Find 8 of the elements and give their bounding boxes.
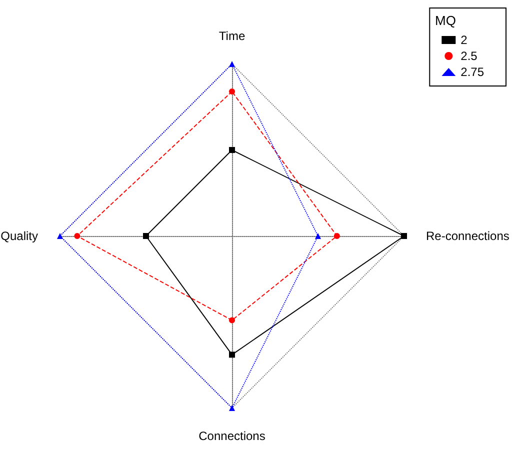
legend-label: 2.75 xyxy=(460,65,484,79)
legend-title: MQ xyxy=(435,13,456,28)
spoke-label: Re-connections xyxy=(426,229,510,243)
spoke-label: Time xyxy=(218,29,246,43)
spoke-label: Connections xyxy=(198,429,266,443)
spoke-label: Quality xyxy=(0,229,38,243)
legend-label: 2 xyxy=(460,33,468,47)
legend-label: 2.5 xyxy=(460,49,478,63)
